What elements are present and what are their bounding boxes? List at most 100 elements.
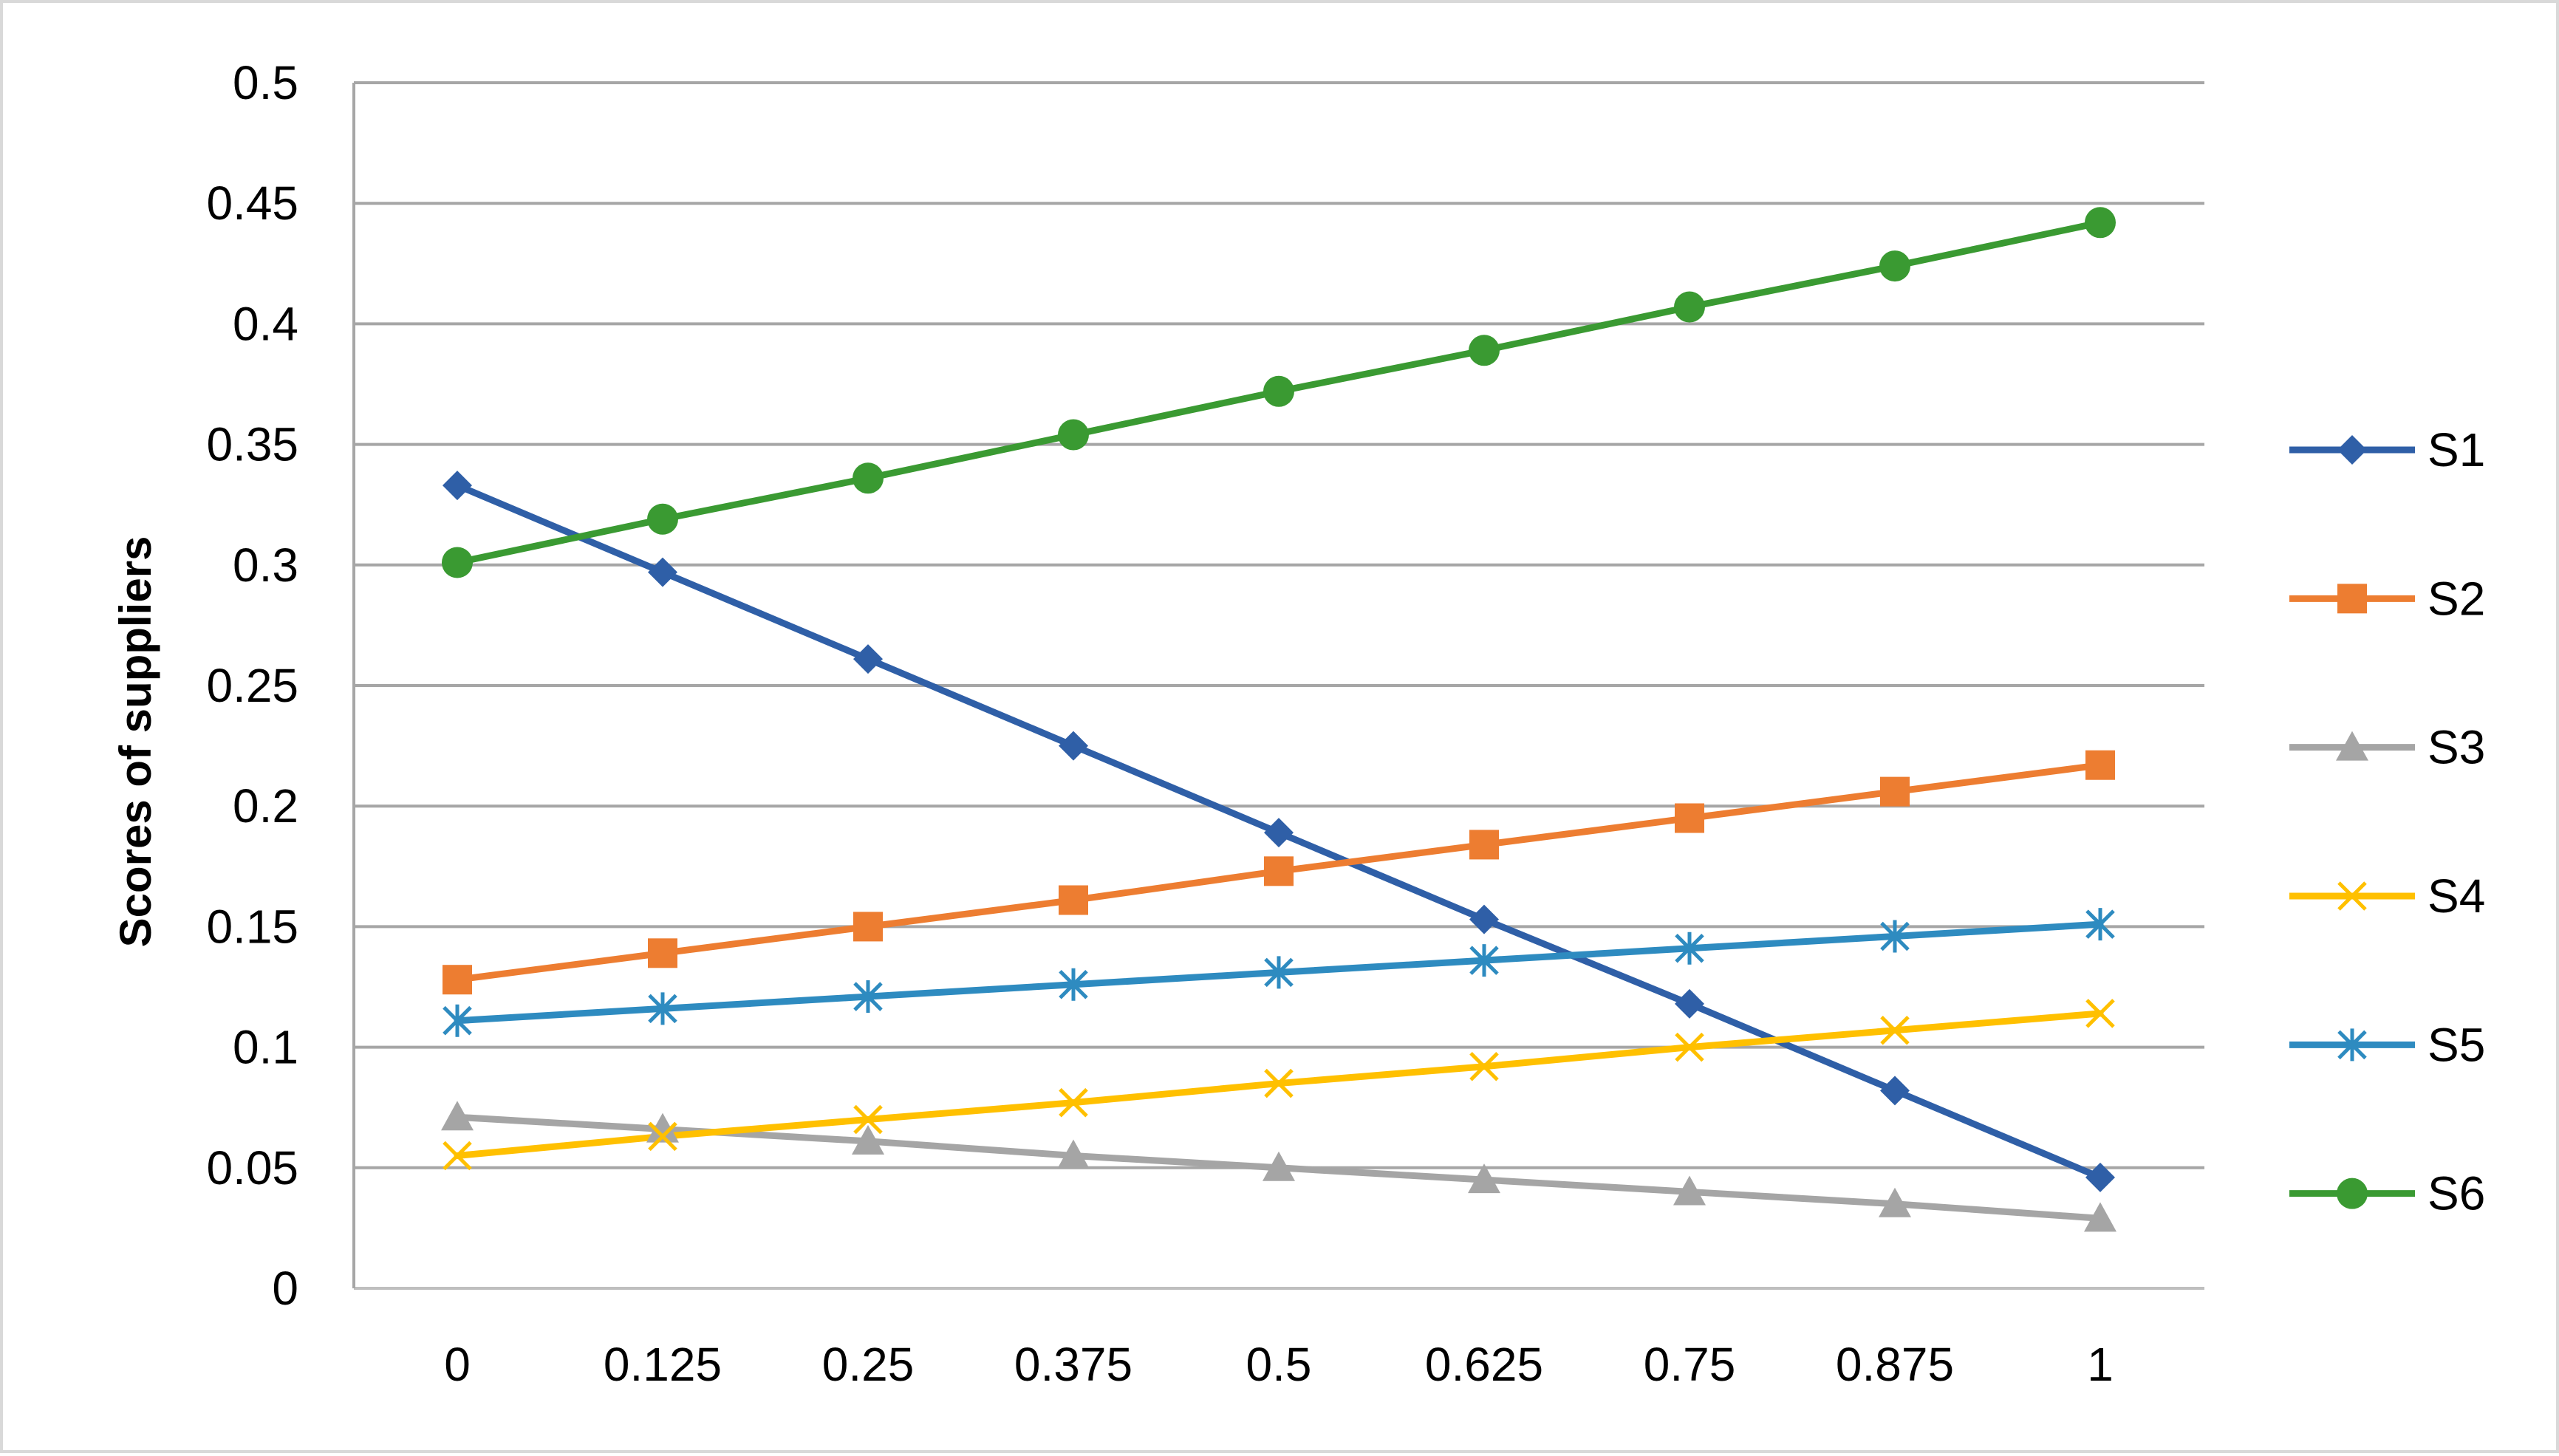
data-point-s1 [1675, 988, 1704, 1019]
legend-marker [2337, 881, 2367, 911]
x-tick-label: 0.375 [1014, 1338, 1132, 1391]
data-point-s4 [1264, 1068, 1294, 1098]
data-point-s5 [1675, 932, 1704, 965]
x-tick-label: 0.875 [1836, 1338, 1954, 1391]
data-point-s4 [853, 1104, 883, 1135]
marker-stroke [648, 1121, 677, 1152]
data-point-s1 [443, 471, 472, 501]
y-tick-label: 0 [272, 1262, 298, 1315]
y-tick-label: 0.2 [233, 779, 298, 833]
legend-item-s1: S1 [2289, 423, 2485, 476]
data-point-s5 [648, 992, 677, 1025]
data-point-s3 [441, 1101, 474, 1131]
marker-stroke [1059, 1087, 1088, 1118]
legend-item-s5: S5 [2289, 1018, 2485, 1071]
x-tick-label: 0.75 [1644, 1338, 1736, 1391]
data-point-s2 [648, 938, 677, 968]
legend-label: S2 [2428, 572, 2485, 625]
data-point-s6 [1058, 419, 1089, 451]
y-tick-label: 0.3 [233, 539, 298, 592]
legend-item-s4: S4 [2289, 869, 2485, 923]
y-tick-label: 0.25 [206, 659, 298, 712]
legend-item-s6: S6 [2289, 1167, 2485, 1220]
axes: 0 0.05 0.1 0.15 0.2 0.25 0.3 0.35 0.4 0.45 0.5 0 0.1… [206, 56, 2113, 1391]
data-point-s5 [1059, 968, 1088, 1001]
y-tick-label: 0.05 [206, 1141, 298, 1194]
y-tick-label: 0.5 [233, 56, 298, 109]
data-point-s1 [2085, 1162, 2115, 1192]
data-point-s3 [1468, 1163, 1500, 1194]
line-chart: 0 0.05 0.1 0.15 0.2 0.25 0.3 0.35 0.4 0.45 0.5 0 0.1… [111, 56, 2485, 1391]
marker-stroke [1880, 1015, 1910, 1045]
data-point-s6 [1469, 335, 1500, 366]
data-point-s3 [1263, 1151, 1295, 1181]
series-lines [454, 219, 2104, 1222]
data-point-s5 [1469, 944, 1499, 977]
data-point-s3 [852, 1124, 884, 1155]
legend-label: S4 [2428, 869, 2485, 923]
y-axis-label: Scores of suppliers [111, 536, 160, 948]
legend-label: S6 [2428, 1167, 2485, 1220]
legend-item-s3: S3 [2289, 721, 2485, 774]
data-point-s1 [1059, 731, 1088, 761]
legend-marker [2337, 1028, 2367, 1062]
x-tick-label: 0.25 [822, 1338, 915, 1391]
data-point-s4 [1880, 1015, 1910, 1045]
data-point-s2 [1059, 885, 1088, 915]
data-point-s2 [1469, 830, 1499, 860]
data-point-s5 [853, 980, 883, 1014]
data-point-s4 [648, 1121, 677, 1152]
y-tick-label: 0.15 [206, 900, 298, 953]
marker-stroke [1469, 1051, 1499, 1081]
marker-stroke [1264, 1068, 1294, 1098]
legend-label: S5 [2428, 1018, 2485, 1071]
y-tick-label: 0.45 [206, 177, 298, 230]
data-point-s6 [1263, 375, 1294, 407]
marker-stroke [1675, 1032, 1704, 1062]
legend: S1 S2 S3 S4 S5 S6 [2289, 423, 2485, 1220]
data-point-s5 [1264, 956, 1294, 989]
data-point-s1 [853, 644, 883, 674]
x-tick-label: 0.625 [1425, 1338, 1543, 1391]
data-point-s1 [648, 557, 677, 587]
data-point-s4 [443, 1141, 472, 1171]
data-point-s5 [2085, 908, 2115, 941]
data-point-s2 [853, 912, 883, 942]
marker-stroke [853, 1104, 883, 1135]
data-point-s1 [1264, 818, 1294, 848]
data-point-s6 [1674, 291, 1705, 323]
data-point-s6 [853, 462, 884, 494]
data-point-s2 [2085, 750, 2115, 780]
data-point-s6 [442, 547, 473, 578]
data-point-s4 [2085, 999, 2115, 1028]
legend-label: S1 [2428, 423, 2485, 476]
legend-marker [2336, 731, 2368, 761]
data-point-s3 [646, 1112, 679, 1143]
x-tick-label: 0 [444, 1338, 471, 1391]
y-tick-label: 0.1 [233, 1021, 298, 1074]
data-point-s3 [1057, 1139, 1090, 1169]
data-point-s5 [1880, 920, 1910, 953]
data-point-s6 [647, 503, 678, 535]
data-point-s2 [443, 965, 472, 995]
legend-marker [2337, 584, 2367, 614]
data-point-s6 [2085, 207, 2116, 239]
y-tick-label: 0.4 [233, 297, 298, 350]
data-point-s4 [1059, 1087, 1088, 1118]
x-tick-label: 1 [2087, 1338, 2114, 1391]
data-point-s1 [1469, 904, 1499, 934]
data-point-s5 [443, 1004, 472, 1037]
x-tick-label: 0.125 [604, 1338, 722, 1391]
data-point-s2 [1880, 776, 1910, 807]
marker-stroke [2337, 881, 2367, 911]
marker-stroke [2085, 999, 2115, 1028]
legend-marker [2337, 435, 2367, 465]
legend-marker [2337, 1178, 2368, 1209]
marker-stroke [443, 1141, 472, 1171]
legend-item-s2: S2 [2289, 572, 2485, 625]
data-point-s2 [1264, 856, 1294, 886]
data-point-s6 [1879, 250, 1910, 282]
data-point-s2 [1675, 803, 1704, 833]
data-point-s4 [1675, 1032, 1704, 1062]
